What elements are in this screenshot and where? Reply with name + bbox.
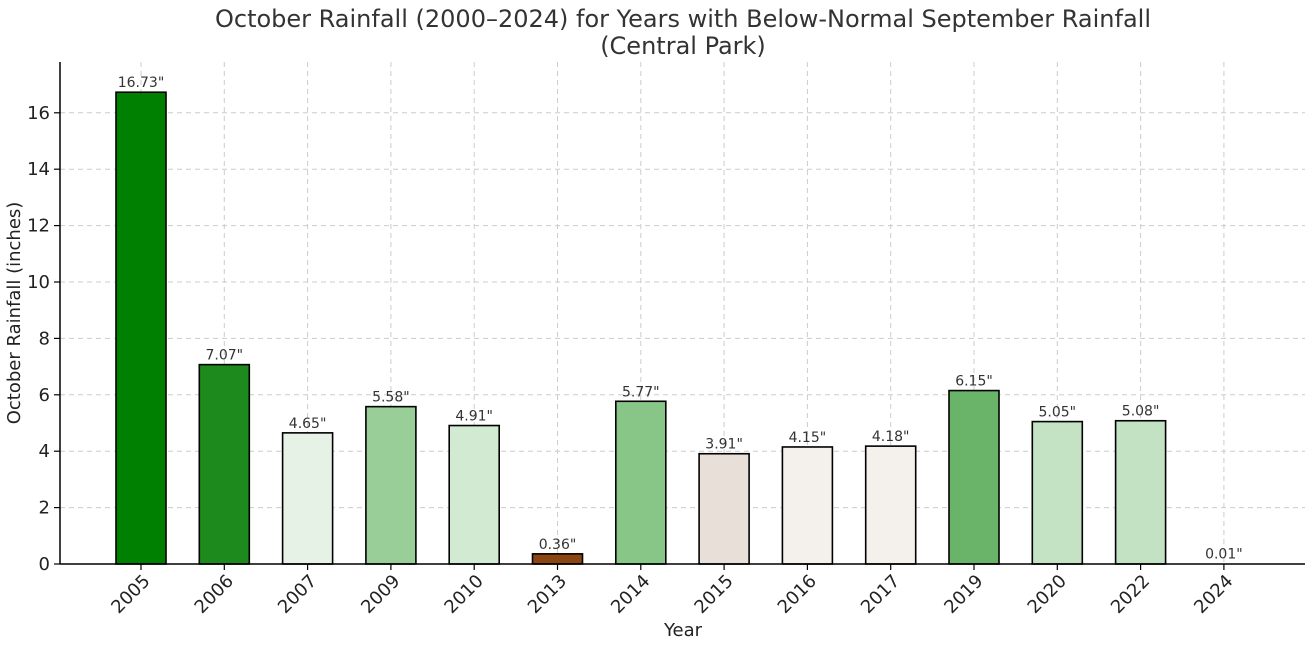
chart-subtitle: (Central Park) [600, 32, 766, 60]
y-tick-label: 2 [39, 498, 50, 519]
x-tick-label: 2015 [690, 571, 737, 618]
x-tick-label: 2016 [774, 571, 821, 618]
x-tick-label: 2013 [524, 571, 571, 618]
bar-2006 [198, 363, 251, 565]
y-tick-label: 0 [39, 554, 50, 575]
chart-title: October Rainfall (2000–2024) for Years w… [215, 5, 1151, 33]
bar-2022 [1114, 419, 1167, 565]
x-tick-label: 2024 [1190, 571, 1237, 618]
data-label-2005: 16.73" [118, 75, 165, 91]
data-label-2006: 7.07" [205, 348, 243, 364]
bar-2015 [698, 452, 750, 565]
bar-2014 [614, 400, 667, 565]
x-tick-label: 2017 [857, 571, 904, 618]
bar-2005 [115, 91, 167, 565]
data-label-2017: 4.18" [872, 429, 910, 445]
bar-2013 [531, 553, 584, 565]
data-label-2024: 0.01" [1205, 547, 1243, 563]
data-label-2019: 6.15" [955, 374, 993, 390]
y-tick-label: 16 [27, 103, 50, 124]
bar-2009 [365, 405, 417, 565]
data-label-2014: 5.77" [622, 384, 660, 400]
data-label-2009: 5.58" [372, 390, 410, 406]
bar-2007 [281, 432, 334, 565]
data-label-2022: 5.08" [1122, 404, 1160, 420]
axis-layer: 0 2 4 6 8 10 12 14 16 [27, 62, 1305, 575]
bar-2020 [1031, 420, 1084, 565]
data-label-2020: 5.05" [1038, 405, 1076, 421]
x-tick-label: 2019 [940, 571, 987, 618]
x-tick-label: 2007 [274, 571, 321, 618]
bar-2010 [448, 424, 501, 565]
y-tick-label: 4 [39, 441, 50, 462]
data-label-2016: 4.15" [789, 430, 827, 446]
data-label-2015: 3.91" [705, 437, 743, 453]
data-label-2013: 0.36" [539, 537, 577, 553]
x-tick-label: 2014 [607, 571, 654, 618]
x-tick-label: 2020 [1024, 571, 1071, 618]
y-tick-label: 10 [27, 272, 50, 293]
data-label-2010: 4.91" [455, 409, 493, 425]
x-tick-label: 2022 [1107, 571, 1154, 618]
x-tick-label: 2009 [357, 571, 404, 618]
bar-2016 [781, 446, 834, 565]
bar-layer [115, 91, 1249, 565]
x-tick-label: 2005 [107, 571, 154, 618]
y-tick-label: 6 [39, 385, 50, 406]
data-label-2007: 4.65" [289, 416, 327, 432]
x-axis-label: Year [663, 620, 703, 641]
y-tick-label: 8 [39, 328, 50, 349]
bar-2019 [948, 389, 1000, 565]
y-tick-label: 12 [27, 216, 50, 237]
x-tick-label: 2010 [440, 571, 487, 618]
y-axis-label: October Rainfall (inches) [4, 202, 25, 425]
x-tick-label: 2006 [191, 571, 238, 618]
bar-2017 [864, 445, 917, 565]
y-tick-label: 14 [27, 159, 50, 180]
